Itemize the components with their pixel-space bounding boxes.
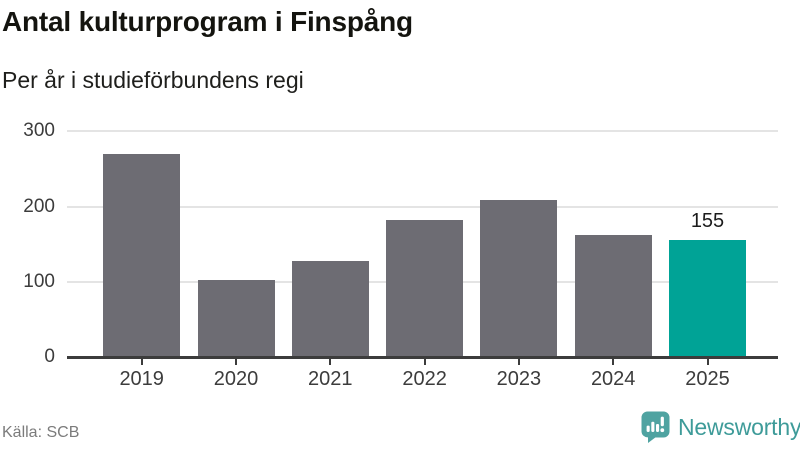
- bar-2021: [291, 261, 369, 357]
- y-tick-label: 300: [23, 120, 55, 142]
- chart-subtitle: Per år i studieförbundens regi: [2, 67, 304, 93]
- x-tick: [706, 358, 709, 365]
- x-tick: [140, 358, 143, 365]
- brand-logo: Newsworthy: [641, 411, 800, 443]
- x-tick: [517, 358, 520, 365]
- x-tick-label-2021: 2021: [308, 368, 353, 390]
- source-caption: Källa: SCB: [2, 424, 80, 441]
- bar-2023: [480, 199, 558, 357]
- bar-2020: [197, 279, 275, 357]
- bar-chart: 0 100 200 300 2019 2020 2021 2022 2023 2024 2025 15…: [0, 110, 800, 410]
- bar-2025: [669, 240, 746, 357]
- x-tick-label-2020: 2020: [213, 368, 259, 390]
- x-tick: [423, 358, 426, 365]
- brand-wordmark: Newsworthy: [678, 413, 800, 440]
- gridline-300: [67, 130, 778, 133]
- x-tick: [329, 358, 332, 365]
- chart-title: Antal kulturprogram i Finspång: [2, 6, 413, 37]
- y-tick-label: 0: [44, 346, 55, 367]
- bar-2019: [103, 153, 181, 357]
- x-tick-label-2025: 2025: [685, 368, 730, 390]
- gridline-200: [67, 205, 778, 208]
- newsworthy-speech-bubble-chart-icon: [641, 411, 670, 443]
- x-tick-label-2023: 2023: [496, 368, 542, 390]
- bar-2022: [386, 220, 464, 357]
- bar-2024: [574, 235, 652, 357]
- x-tick-label-2019: 2019: [119, 368, 164, 390]
- y-tick-label: 200: [23, 195, 55, 217]
- x-tick: [612, 358, 615, 365]
- bar-value-label: 155: [690, 210, 725, 233]
- x-tick-label-2022: 2022: [402, 368, 447, 390]
- x-tick-label-2024: 2024: [590, 368, 636, 390]
- x-axis-line: [67, 355, 778, 359]
- x-tick: [235, 358, 237, 365]
- y-tick-label: 100: [23, 270, 55, 292]
